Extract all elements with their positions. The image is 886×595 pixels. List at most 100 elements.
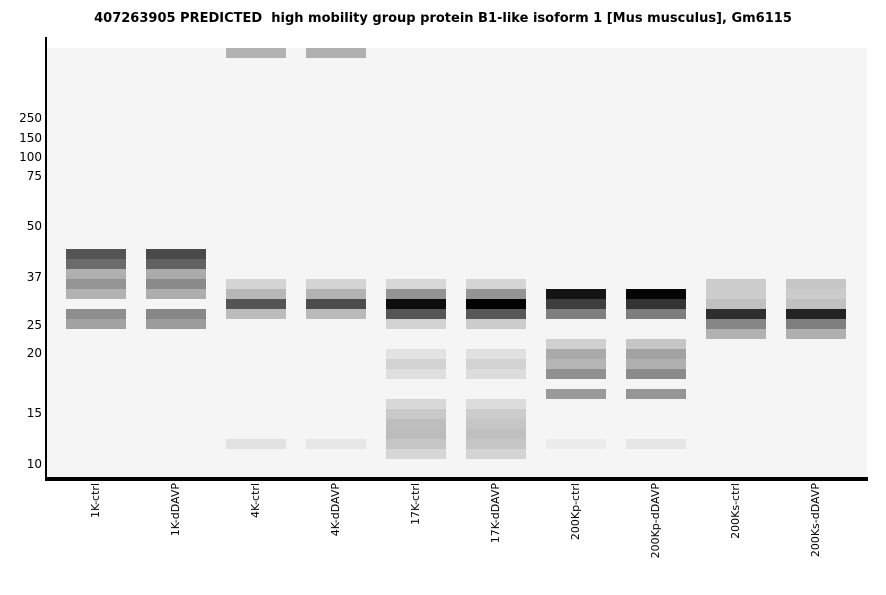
- gel-band: [466, 439, 526, 449]
- lane-label-200Kp-ctrl: 200Kp-ctrl: [569, 483, 582, 541]
- left-spine: [45, 37, 47, 481]
- gel-band: [706, 319, 766, 329]
- gel-band: [386, 409, 446, 419]
- gel-band: [146, 279, 206, 289]
- gel-band: [146, 309, 206, 319]
- gel-band: [386, 359, 446, 369]
- gel-band: [786, 319, 846, 329]
- y-tick-label-15: 15: [26, 406, 42, 420]
- lane-label-4K-dDAVP: 4K-dDAVP: [329, 483, 342, 537]
- gel-band: [146, 259, 206, 269]
- gel-band: [626, 369, 686, 379]
- gel-band: [786, 299, 846, 309]
- gel-band: [786, 329, 846, 339]
- gel-band: [466, 349, 526, 359]
- gel-band: [706, 329, 766, 339]
- gel-band: [386, 439, 446, 449]
- gel-band: [306, 289, 366, 299]
- y-tick-label-50: 50: [26, 219, 42, 233]
- gel-band: [66, 319, 126, 329]
- gel-band: [546, 289, 606, 299]
- gel-band: [466, 409, 526, 419]
- gel-band: [386, 319, 446, 329]
- y-tick-label-20: 20: [26, 346, 42, 360]
- gel-band: [306, 48, 366, 58]
- gel-band: [306, 309, 366, 319]
- y-tick-label-25: 25: [26, 318, 42, 332]
- gel-band: [146, 269, 206, 279]
- gel-band: [66, 279, 126, 289]
- gel-band: [226, 309, 286, 319]
- gel-band: [546, 439, 606, 449]
- lane-label-4K-ctrl: 4K-ctrl: [249, 483, 262, 518]
- y-tick-label-75: 75: [26, 169, 42, 183]
- gel-band: [466, 299, 526, 309]
- gel-band: [546, 339, 606, 349]
- gel-band: [66, 289, 126, 299]
- gel-band: [786, 309, 846, 319]
- lane-label-17K-ctrl: 17K-ctrl: [409, 483, 422, 525]
- gel-band: [546, 359, 606, 369]
- y-tick-label-37: 37: [26, 270, 42, 284]
- gel-band: [706, 279, 766, 299]
- gel-band: [306, 279, 366, 289]
- gel-band: [386, 279, 446, 289]
- gel-band: [386, 369, 446, 379]
- gel-band: [386, 449, 446, 459]
- gel-band: [626, 309, 686, 319]
- gel-band: [626, 339, 686, 349]
- gel-band: [546, 299, 606, 309]
- gel-band: [66, 309, 126, 319]
- gel-band: [66, 249, 126, 259]
- gel-band: [386, 429, 446, 439]
- gel-band: [466, 449, 526, 459]
- gel-band: [386, 399, 446, 409]
- gel-band: [466, 359, 526, 369]
- gel-band: [146, 289, 206, 299]
- gel-band: [466, 319, 526, 329]
- gel-band: [386, 299, 446, 309]
- gel-band: [386, 349, 446, 359]
- gel-band: [306, 299, 366, 309]
- gel-band: [146, 319, 206, 329]
- y-tick-label-10: 10: [26, 457, 42, 471]
- gel-band: [66, 269, 126, 279]
- gel-band: [466, 419, 526, 429]
- gel-band: [466, 279, 526, 289]
- chart-title: 407263905 PREDICTED high mobility group …: [94, 11, 792, 26]
- y-tick-label-100: 100: [19, 150, 42, 164]
- gel-band: [706, 309, 766, 319]
- gel-band: [306, 439, 366, 449]
- gel-band: [546, 369, 606, 379]
- gel-band: [786, 279, 846, 289]
- plot-area: [47, 48, 867, 477]
- gel-band: [466, 289, 526, 299]
- gel-band: [466, 399, 526, 409]
- lane-label-200Kp-dDAVP: 200Kp-dDAVP: [649, 483, 662, 559]
- gel-band: [386, 419, 446, 429]
- gel-band: [226, 439, 286, 449]
- gel-band: [546, 389, 606, 399]
- lane-label-17K-dDAVP: 17K-dDAVP: [489, 483, 502, 544]
- gel-band: [546, 349, 606, 359]
- gel-band: [626, 389, 686, 399]
- gel-band: [626, 439, 686, 449]
- lane-label-1K-dDAVP: 1K-dDAVP: [169, 483, 182, 537]
- gel-band: [546, 309, 606, 319]
- gel-band: [786, 289, 846, 299]
- gel-band: [626, 359, 686, 369]
- gel-band: [466, 369, 526, 379]
- gel-band: [626, 299, 686, 309]
- gel-band: [146, 249, 206, 259]
- gel-band: [466, 429, 526, 439]
- gel-band: [626, 349, 686, 359]
- gel-band: [706, 299, 766, 309]
- gel-band: [226, 279, 286, 289]
- gel-band: [626, 289, 686, 299]
- y-tick-label-150: 150: [19, 131, 42, 145]
- bottom-spine: [45, 477, 868, 481]
- gel-band: [386, 289, 446, 299]
- gel-band: [66, 259, 126, 269]
- gel-band: [226, 289, 286, 299]
